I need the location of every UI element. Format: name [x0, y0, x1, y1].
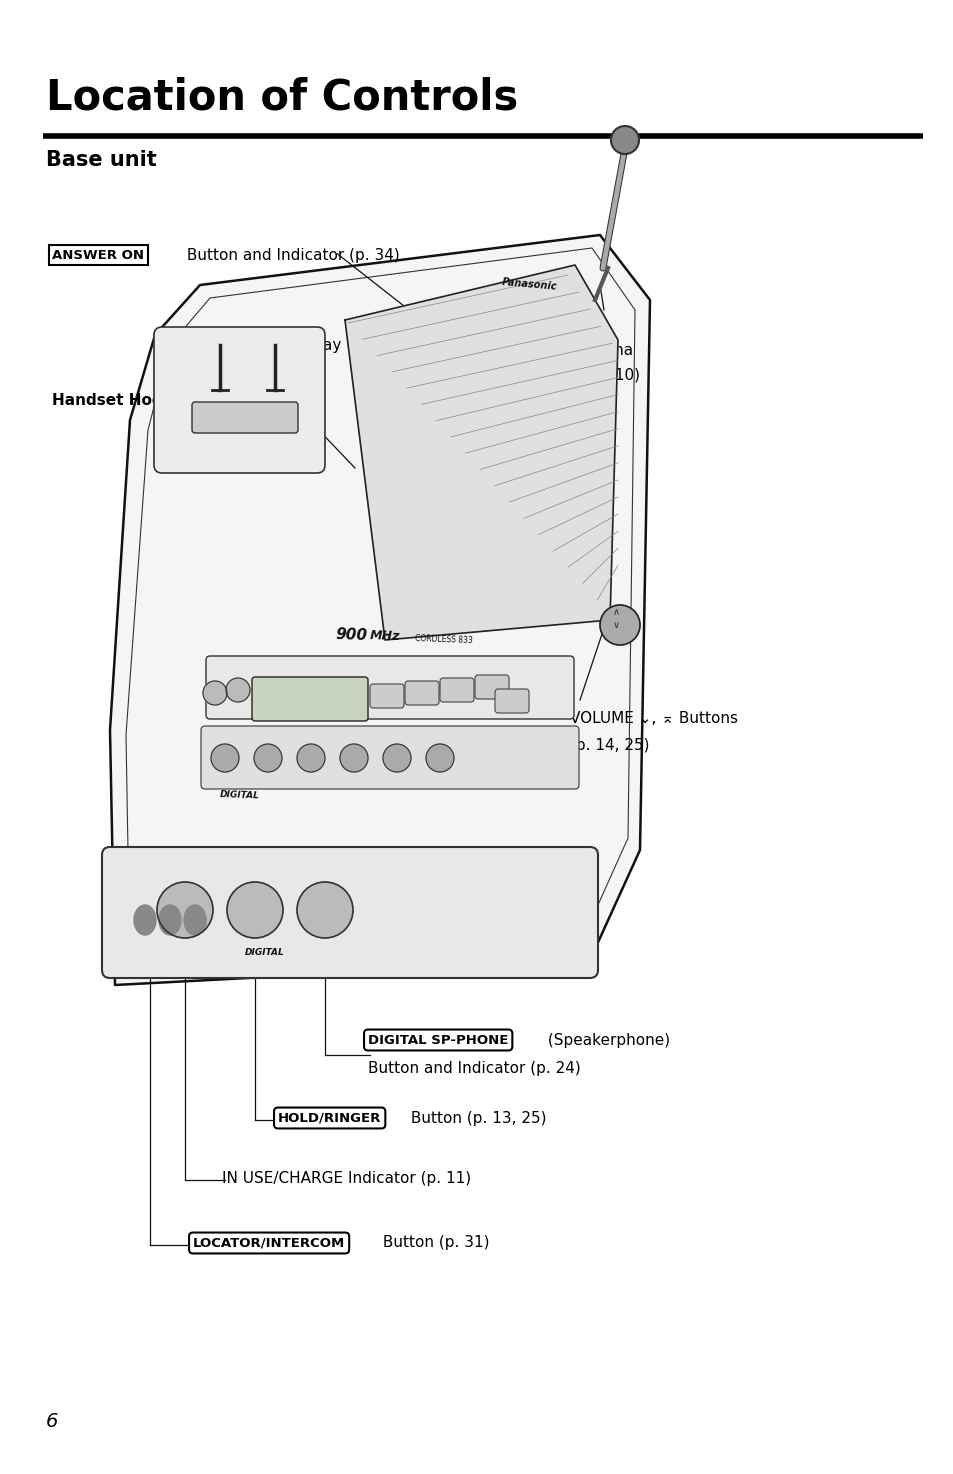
Circle shape	[253, 744, 282, 772]
Text: Button and Indicator (p. 24): Button and Indicator (p. 24)	[368, 1060, 580, 1076]
Circle shape	[157, 881, 213, 937]
Text: Button (p. 13, 25): Button (p. 13, 25)	[406, 1110, 546, 1126]
Circle shape	[227, 881, 283, 937]
Ellipse shape	[133, 905, 156, 935]
Text: (p. 14, 25): (p. 14, 25)	[569, 737, 649, 753]
Text: Button and Indicator (p. 34): Button and Indicator (p. 34)	[182, 248, 400, 262]
Text: Base unit: Base unit	[46, 150, 156, 171]
Circle shape	[203, 681, 227, 705]
Circle shape	[339, 744, 368, 772]
FancyBboxPatch shape	[405, 681, 438, 705]
Polygon shape	[345, 265, 618, 640]
Text: ANSWER ON: ANSWER ON	[52, 249, 144, 261]
Text: DIGITAL: DIGITAL	[245, 948, 284, 957]
FancyBboxPatch shape	[201, 727, 578, 789]
Ellipse shape	[159, 905, 181, 935]
Circle shape	[296, 881, 353, 937]
Text: ∨: ∨	[613, 621, 619, 629]
FancyBboxPatch shape	[206, 656, 574, 719]
Text: 900: 900	[335, 626, 367, 643]
Circle shape	[211, 744, 239, 772]
FancyBboxPatch shape	[439, 678, 474, 702]
Text: DIGITAL SP-PHONE: DIGITAL SP-PHONE	[368, 1033, 508, 1047]
Text: 6: 6	[46, 1412, 58, 1431]
Text: Handset Hook (p. 54): Handset Hook (p. 54)	[52, 392, 234, 407]
Text: VOLUME ⌄, ⌅ Buttons: VOLUME ⌄, ⌅ Buttons	[569, 710, 738, 725]
Ellipse shape	[184, 905, 206, 935]
Text: CORDLESS 833: CORDLESS 833	[415, 634, 473, 646]
Circle shape	[426, 744, 454, 772]
FancyBboxPatch shape	[153, 327, 325, 473]
Text: (p. 3, 10): (p. 3, 10)	[569, 367, 639, 382]
Text: Panasonic: Panasonic	[501, 277, 558, 292]
FancyBboxPatch shape	[102, 848, 598, 979]
Text: HOLD/RINGER: HOLD/RINGER	[277, 1111, 381, 1125]
Circle shape	[382, 744, 411, 772]
Text: Display (p. 9): Display (p. 9)	[285, 338, 387, 352]
Text: Button (p. 31): Button (p. 31)	[377, 1235, 489, 1250]
Circle shape	[296, 744, 325, 772]
Circle shape	[610, 125, 639, 153]
Circle shape	[599, 604, 639, 646]
Text: DIGITAL: DIGITAL	[220, 790, 260, 800]
Polygon shape	[110, 234, 649, 985]
Text: (Speakerphone): (Speakerphone)	[542, 1032, 669, 1048]
FancyBboxPatch shape	[475, 675, 509, 699]
FancyBboxPatch shape	[192, 402, 297, 433]
Text: ∧: ∧	[613, 607, 619, 618]
Circle shape	[226, 678, 250, 702]
Text: IN USE/CHARGE Indicator (p. 11): IN USE/CHARGE Indicator (p. 11)	[222, 1170, 471, 1185]
FancyBboxPatch shape	[370, 684, 403, 708]
Text: MHz: MHz	[370, 629, 400, 643]
Text: LOCATOR/INTERCOM: LOCATOR/INTERCOM	[193, 1237, 345, 1250]
FancyBboxPatch shape	[495, 688, 529, 713]
Text: Location of Controls: Location of Controls	[46, 77, 517, 118]
FancyBboxPatch shape	[252, 677, 368, 721]
Text: Antenna: Antenna	[569, 342, 634, 358]
